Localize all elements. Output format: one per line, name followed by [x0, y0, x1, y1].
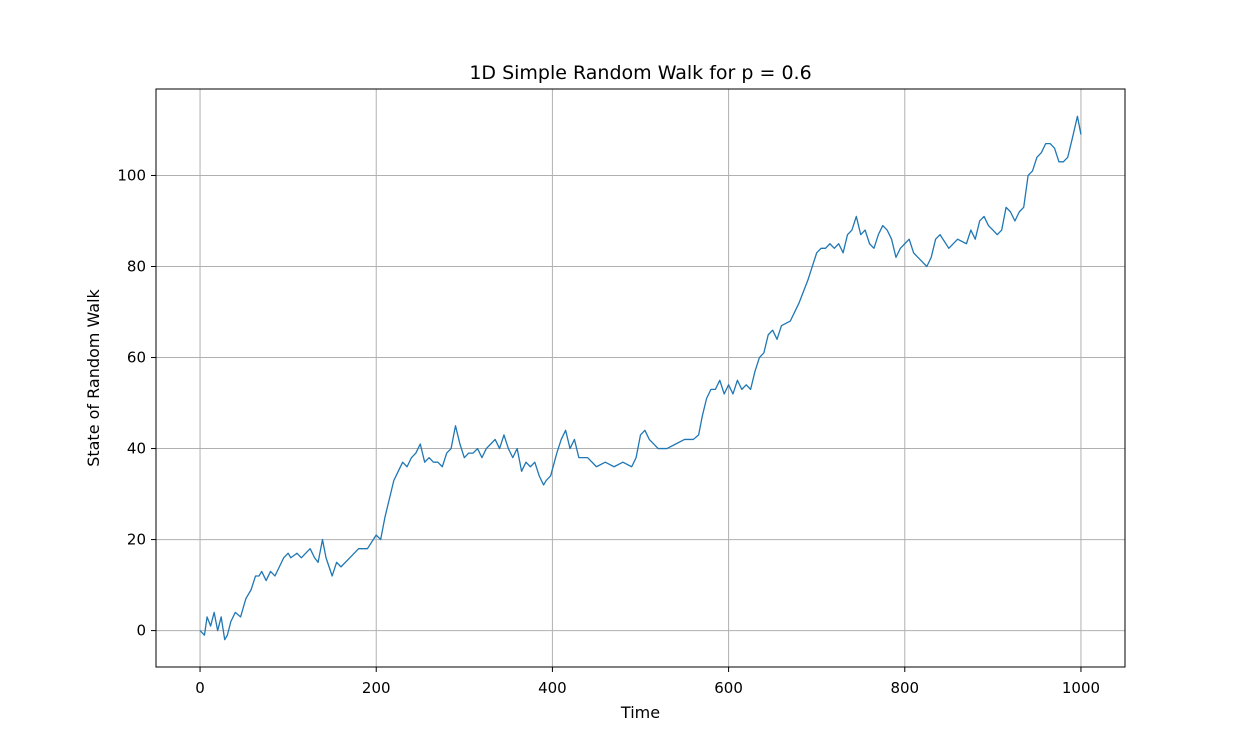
- grid-lines: [156, 89, 1125, 667]
- tick-marks: 0 200 400 600 800 1000 0 20 40 60 80 100: [117, 166, 1100, 697]
- y-axis-label: State of Random Walk: [84, 288, 103, 466]
- plot-frame: [155, 88, 1126, 668]
- y-tick-label: 60: [127, 349, 146, 367]
- x-tick-label: 1000: [1062, 679, 1100, 697]
- x-axis-label: Time: [620, 703, 660, 722]
- y-tick-label: 80: [127, 257, 146, 275]
- x-tick-label: 0: [195, 679, 205, 697]
- x-tick-label: 600: [714, 679, 743, 697]
- y-tick-label: 20: [127, 531, 146, 549]
- y-tick-label: 0: [136, 622, 146, 640]
- series-layer: [199, 115, 1082, 641]
- random-walk-line: [199, 115, 1082, 641]
- y-tick-label: 100: [117, 166, 146, 184]
- y-tick-label: 40: [127, 440, 146, 458]
- x-tick-label: 200: [362, 679, 391, 697]
- x-tick-label: 800: [890, 679, 919, 697]
- chart-title: 1D Simple Random Walk for p = 0.6: [469, 62, 811, 84]
- x-tick-label: 400: [538, 679, 567, 697]
